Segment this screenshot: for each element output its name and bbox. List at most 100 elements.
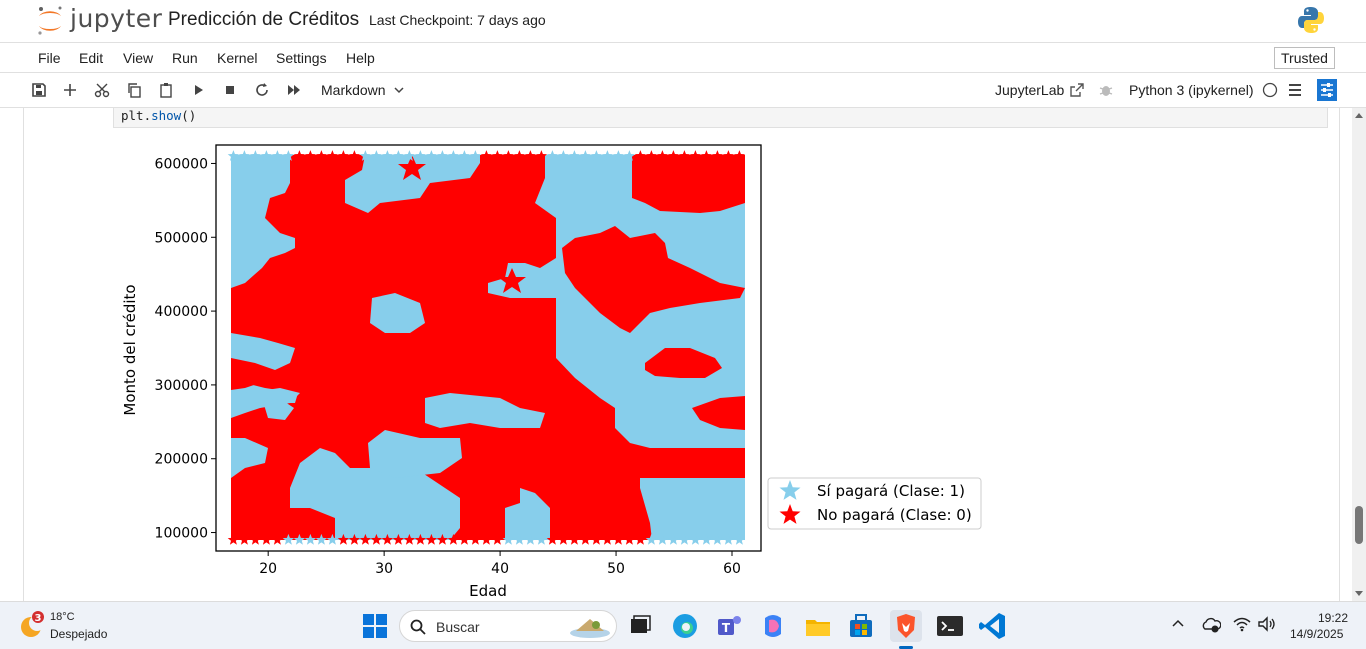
x-tick-label: 50 [607,561,625,577]
scatter-point [458,533,471,545]
scatter-point [524,150,537,161]
vscode-icon[interactable] [977,610,1009,642]
x-tick-label: 30 [375,561,393,577]
weather-description[interactable]: Despejado [50,627,108,641]
debugger-bug-icon[interactable] [1098,82,1114,98]
scatter-point [436,533,449,545]
scatter-point [425,150,438,161]
terminal-icon[interactable] [934,610,966,642]
plot-frame [215,144,762,552]
scatter-point [447,150,460,161]
menu-kernel[interactable]: Kernel [217,50,258,66]
y-tick-label: 500000 [155,230,208,246]
copilot-icon[interactable] [757,610,789,642]
scroll-thumb[interactable] [1355,506,1363,544]
scatter-point [612,533,625,545]
scatter-point [271,150,284,161]
region-red-island [692,396,745,430]
scatter-point [304,150,317,161]
weather-temperature[interactable]: 18°C [50,611,75,623]
clock-date[interactable]: 14/9/2025 [1290,627,1344,641]
legend-marker-si [779,480,801,500]
code-cell[interactable]: plt.show() [113,108,1328,128]
add-cell-icon[interactable] [62,82,78,98]
notebook-title[interactable]: Predicción de Créditos [168,9,360,30]
tray-chevron-up-icon[interactable] [1171,618,1185,628]
edge-browser-icon[interactable] [669,610,701,642]
cut-icon[interactable] [94,82,110,98]
scatter-point [491,533,504,545]
fast-forward-icon[interactable] [286,82,302,98]
scatter-point [634,533,647,545]
save-icon[interactable] [31,82,47,98]
scatter-point [612,150,625,161]
task-view-icon[interactable] [624,610,656,642]
scatter-point [590,533,603,545]
scatter-point [491,150,504,161]
restart-icon[interactable] [254,82,270,98]
trusted-indicator[interactable]: Trusted [1274,47,1335,69]
region-red-island [562,226,745,333]
y-tick-label: 200000 [155,452,208,468]
external-link-icon[interactable] [1069,82,1085,98]
menu-view[interactable]: View [123,50,154,66]
scatter-point [370,150,383,161]
scatter-point [436,150,449,161]
scatter-point [546,150,559,161]
menu-settings[interactable]: Settings [276,50,327,66]
cell-type-select[interactable]: Markdown [321,82,386,98]
scatter-point [348,150,361,161]
scatter-point [480,150,493,161]
kernel-name[interactable]: Python 3 (ipykernel) [1129,82,1254,98]
volume-icon[interactable] [1257,616,1277,632]
scatter-point [623,150,636,161]
file-explorer-icon[interactable] [802,610,834,642]
copy-icon[interactable] [126,82,142,98]
scatter-point [590,150,603,161]
jupyter-logo-icon [38,6,62,35]
stop-icon[interactable] [222,82,238,98]
scroll-down-icon[interactable] [1354,590,1364,598]
scatter-point [579,150,592,161]
legend-marker-no [779,504,801,524]
scatter-point [260,533,273,545]
clock-time[interactable]: 19:22 [1318,611,1349,625]
scatter-point [381,533,394,545]
taskbar-search[interactable]: Buscar [399,610,617,642]
scatter-point [689,150,702,161]
wifi-icon[interactable] [1233,616,1251,632]
jupyter-logo[interactable] [34,4,154,36]
onedrive-sync-icon[interactable] [1201,616,1221,634]
menu-help[interactable]: Help [346,50,375,66]
region-light-blue-island [370,293,425,333]
scatter-point [711,150,724,161]
scatter-point [260,150,273,161]
menu-edit[interactable]: Edit [79,50,104,66]
python-logo-icon [1298,7,1324,33]
notebook-content: plt.show() 20 30 40 50 60 100000 200000 300000… [0,108,1366,601]
scatter-point [238,533,251,545]
paste-icon[interactable] [158,82,174,98]
scatter-point [601,150,614,161]
menu-run[interactable]: Run [172,50,198,66]
run-icon[interactable] [191,82,207,98]
scatter-point [634,150,647,161]
teams-icon[interactable]: T [713,610,745,642]
brave-browser-icon[interactable] [890,610,922,642]
menu-lines-icon[interactable] [1287,82,1303,98]
scroll-up-icon[interactable] [1354,111,1364,119]
windows-start-icon[interactable] [359,610,391,642]
scatter-point [403,533,416,545]
menu-bar: File Edit View Run Kernel Settings Help … [0,42,1366,73]
weather-badge: 3 [35,613,42,624]
notebook-scrollbar[interactable] [1352,108,1366,601]
open-jupyterlab-link[interactable]: JupyterLab [995,82,1065,98]
property-inspector-icon[interactable] [1317,79,1337,101]
microsoft-store-icon[interactable] [845,610,877,642]
region-red-star [498,268,526,293]
menu-file[interactable]: File [38,50,61,66]
chevron-down-icon[interactable] [393,84,405,96]
weather-icon[interactable]: 3 [17,611,45,639]
legend-label-no: No pagará (Clase: 0) [817,506,972,524]
jupyter-header: jupyter Predicción de Créditos Last Chec… [0,0,1366,42]
